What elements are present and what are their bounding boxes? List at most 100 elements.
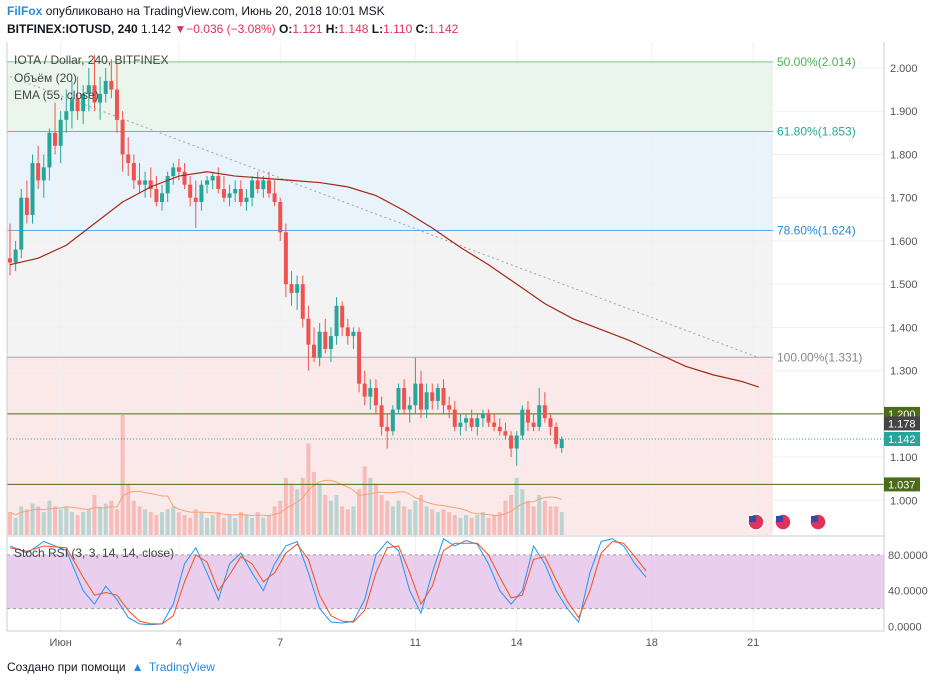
volume-bar bbox=[255, 512, 260, 535]
candle-body bbox=[328, 336, 333, 350]
fib-zone-4 bbox=[7, 357, 773, 535]
candle-body bbox=[520, 409, 525, 436]
candle-body bbox=[64, 111, 69, 120]
volume-bar bbox=[193, 509, 198, 535]
volume-bar bbox=[542, 500, 547, 535]
volume-bar bbox=[86, 509, 91, 535]
volume-bar bbox=[323, 495, 328, 535]
price-tag bbox=[884, 431, 920, 446]
stoch-line-d bbox=[9, 540, 647, 625]
us-flag-event-icon[interactable] bbox=[809, 513, 827, 531]
candle-body bbox=[396, 387, 401, 410]
volume-bar bbox=[120, 415, 125, 535]
candle-body bbox=[537, 405, 542, 427]
price-tick-label: 1.600 bbox=[890, 236, 918, 248]
stoch-legend[interactable]: Stoch RSI (3, 3, 14, 14, close) bbox=[14, 546, 175, 560]
volume-bar bbox=[283, 477, 288, 535]
candle-body bbox=[390, 409, 395, 432]
volume-bar bbox=[492, 515, 497, 535]
us-flag-event-icon[interactable] bbox=[747, 513, 765, 531]
candle-body bbox=[47, 132, 52, 168]
price-tick-label: 1.100 bbox=[890, 452, 918, 464]
candle-body bbox=[497, 426, 502, 432]
volume-bar bbox=[525, 500, 530, 535]
volume-bar bbox=[19, 506, 24, 535]
volume-bar bbox=[24, 509, 29, 535]
candle-body bbox=[447, 405, 452, 410]
volume-bar bbox=[233, 517, 238, 535]
candle-body bbox=[176, 167, 181, 172]
low-label: L: bbox=[371, 22, 384, 36]
candle-body bbox=[362, 383, 367, 397]
volume-bar bbox=[131, 500, 136, 535]
volume-bar bbox=[452, 515, 457, 535]
volume-legend[interactable]: Объём (20) bbox=[14, 71, 77, 85]
candle-body bbox=[357, 331, 362, 384]
candle-body bbox=[193, 197, 198, 203]
volume-bar bbox=[103, 503, 108, 535]
price-change: ▼−0.036 (−3.08%) bbox=[174, 22, 276, 36]
ema-legend[interactable]: EMA (55, close) bbox=[14, 88, 99, 102]
volume-bar bbox=[503, 500, 508, 535]
volume-bar bbox=[238, 512, 243, 535]
high-label: H: bbox=[325, 22, 339, 36]
candle-body bbox=[24, 197, 29, 215]
open-label: O: bbox=[279, 22, 293, 36]
volume-bar bbox=[531, 506, 536, 535]
icons-layer bbox=[747, 513, 827, 531]
fib-level-label: 61.80%(1.853) bbox=[777, 125, 856, 139]
candle-body bbox=[120, 119, 125, 155]
volume-bar bbox=[373, 483, 378, 535]
candle-body bbox=[340, 305, 345, 328]
trend-line bbox=[9, 76, 759, 359]
us-flag-event-icon[interactable] bbox=[774, 513, 792, 531]
candle-body bbox=[143, 180, 148, 185]
volume-bar bbox=[114, 509, 119, 535]
candle-body bbox=[503, 431, 508, 436]
stoch-line-k bbox=[9, 538, 647, 626]
volume-bar bbox=[244, 515, 249, 535]
volume-bar bbox=[357, 489, 362, 535]
candle-body bbox=[114, 89, 119, 120]
volume-bar bbox=[430, 509, 435, 535]
tradingview-link[interactable]: TradingView bbox=[148, 660, 215, 674]
volume-bar bbox=[464, 515, 469, 535]
stoch-tick-label: 40.0000 bbox=[888, 586, 928, 598]
price-tick-label: 2.000 bbox=[890, 63, 918, 75]
volume-layer bbox=[8, 415, 564, 535]
volume-bar bbox=[8, 512, 12, 535]
candle-body bbox=[531, 422, 536, 427]
candle-body bbox=[154, 189, 159, 203]
volume-bar bbox=[396, 500, 401, 535]
volume-bar bbox=[69, 512, 74, 535]
price-tick-label: 1.300 bbox=[890, 366, 918, 378]
candle-body bbox=[509, 435, 514, 449]
candle-body bbox=[221, 189, 226, 198]
low-value: 1.110 bbox=[383, 22, 413, 36]
volume-bar bbox=[47, 500, 52, 535]
price-tick-label: 1.900 bbox=[890, 106, 918, 118]
volume-bar bbox=[407, 509, 412, 535]
fib-zone-2 bbox=[7, 131, 773, 231]
candle-body bbox=[92, 85, 97, 103]
candle-body bbox=[272, 193, 277, 203]
time-tick-label: 14 bbox=[511, 637, 523, 649]
author-name[interactable]: FilFox bbox=[7, 4, 43, 18]
candles-layer bbox=[8, 54, 564, 466]
candle-body bbox=[233, 189, 238, 194]
volume-average-line bbox=[9, 479, 562, 517]
symbol-label: BITFINEX:IOTUSD, 240 bbox=[7, 22, 138, 36]
volume-bar bbox=[424, 506, 429, 535]
candle-body bbox=[250, 180, 255, 198]
candle-body bbox=[542, 405, 547, 419]
volume-bar bbox=[475, 515, 480, 535]
volume-bar bbox=[165, 509, 170, 535]
volume-bar bbox=[272, 506, 277, 535]
candle-body bbox=[58, 119, 63, 146]
volume-bar bbox=[413, 500, 418, 535]
price-tick-label: 1.400 bbox=[890, 322, 918, 334]
candle-body bbox=[469, 418, 474, 427]
tradingview-logo-icon[interactable]: ▲ bbox=[131, 660, 144, 674]
volume-bar bbox=[480, 512, 485, 535]
